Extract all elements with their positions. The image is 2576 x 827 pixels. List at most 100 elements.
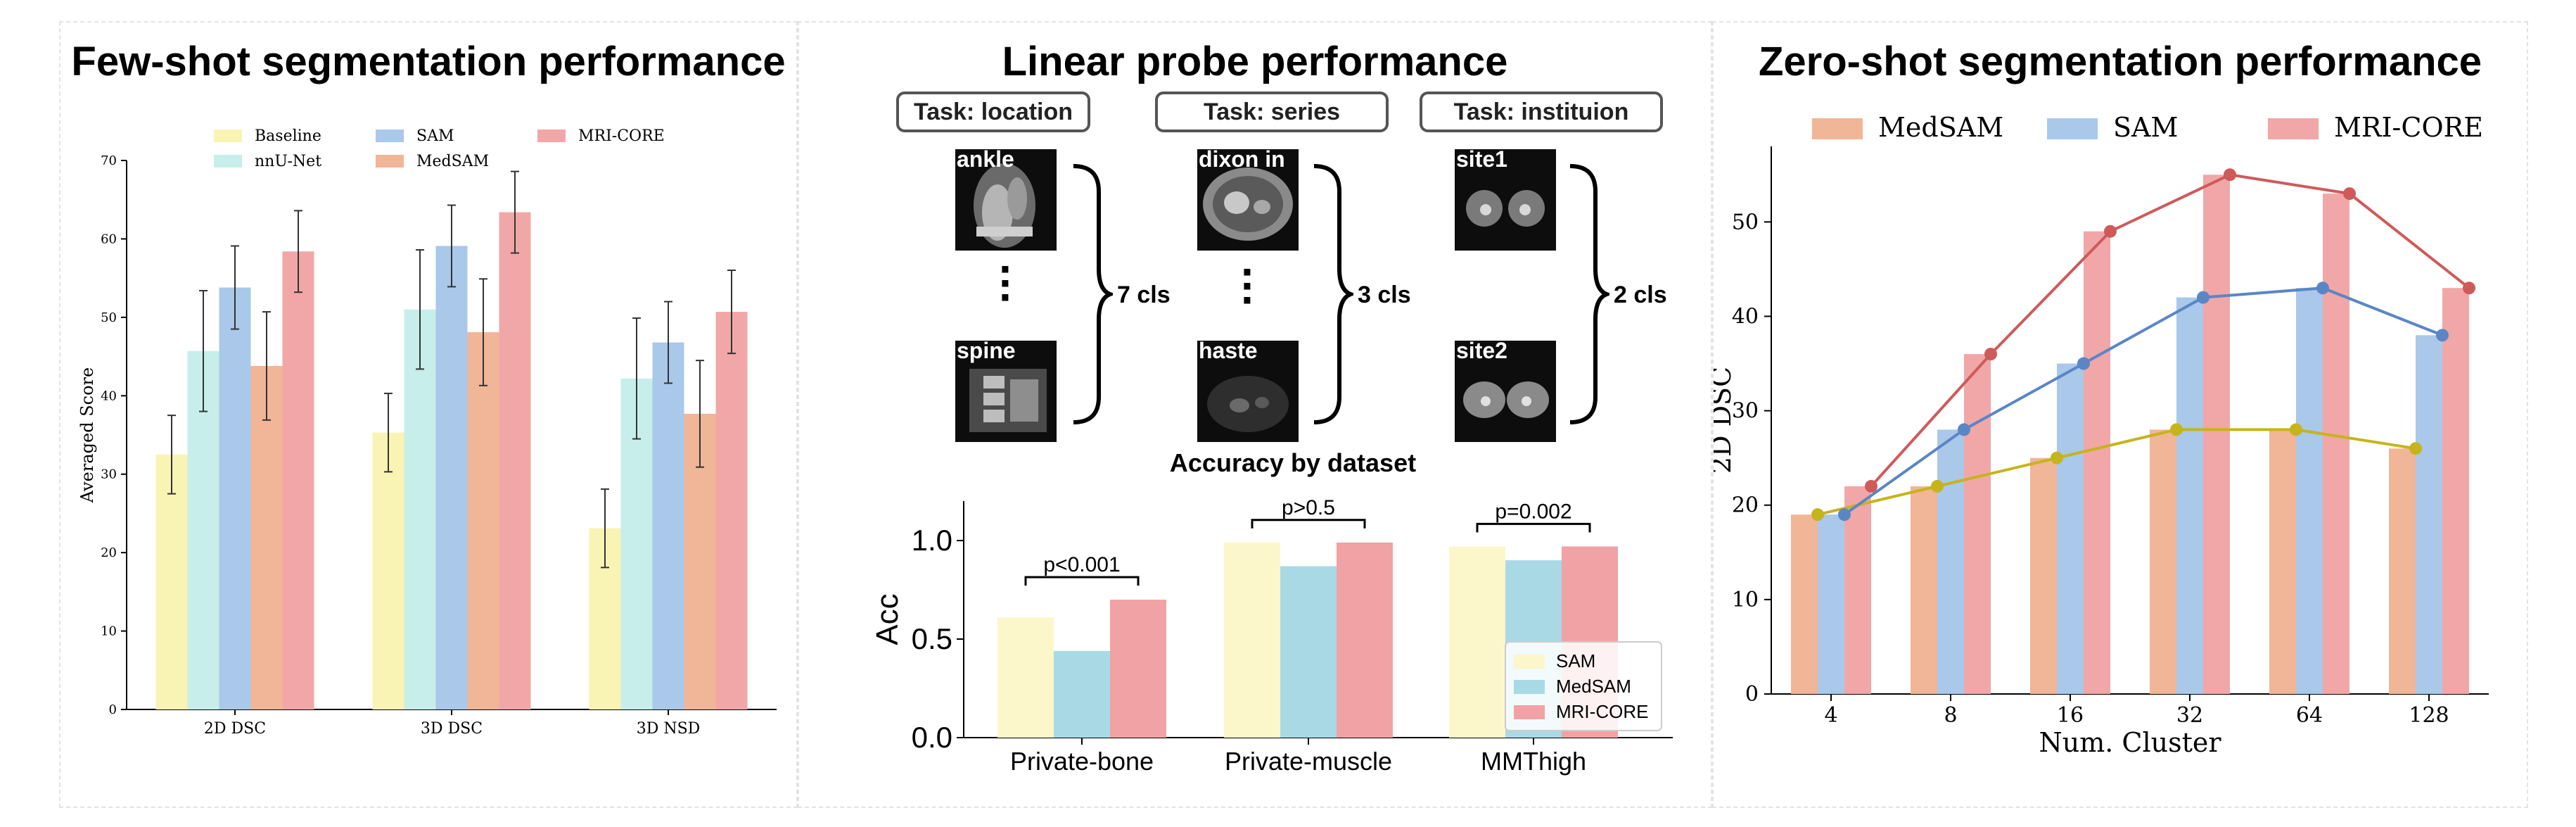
y-tick-label: 0 [1745,682,1759,707]
ankle-label: ankle [957,149,1014,172]
task-location-box: Task: location [896,91,1090,132]
significance-bracket [1024,576,1140,586]
bar-mri-core-8 [1964,354,1991,694]
spine-mri-thumbnail: spine [955,341,1057,442]
y-tick-label: 30 [101,467,117,482]
legend-label-medsam: MedSAM [1556,676,1631,697]
site2-label: site2 [1456,341,1507,363]
bar-nnu-net-3d-dsc [404,309,436,709]
institution-brace-icon [1569,164,1609,424]
y-tick-label: 1.0 [912,524,952,557]
legend-label-medsam: MedSAM [416,153,489,170]
bar-sam-64 [2296,288,2323,694]
point-mri-core-128 [2463,282,2475,295]
bar-mri-core-4 [1844,486,1871,694]
x-tick-label: 64 [2296,703,2323,728]
legend-label-mri-core: MRI-CORE [2334,112,2483,143]
location-brace-icon [1073,164,1113,424]
task-institution-box: Task: instituion [1420,91,1663,132]
ankle-mri-thumbnail: ankle [955,149,1057,251]
bar-sam-2d-dsc [219,287,251,709]
bar-medsam-8 [1911,486,1937,694]
y-tick-label: 30 [1732,399,1759,424]
bar-medsam-64 [2269,429,2296,694]
x-tick-label: 128 [2409,703,2449,728]
zero-shot-title: Zero-shot segmentation performance [1758,39,2482,84]
x-tick-label: 3D NSD [637,720,701,738]
bar-medsam-3d-dsc [467,332,499,709]
haste-mri-image [1207,376,1289,432]
x-tick-label: 3D DSC [421,720,483,738]
legend-label-baseline: Baseline [255,127,321,145]
significance-bracket [1251,519,1366,529]
line-medsam [1817,428,2416,517]
site1-mri-thumbnail: site1 [1455,149,1556,251]
dixon-label: dixon in [1199,149,1285,172]
haste-label: haste [1199,341,1258,363]
bar-sam-4 [1818,514,1844,694]
point-medsam-64 [2290,423,2302,436]
bar-mri-core-3d-nsd [715,312,748,709]
point-medsam-4 [1811,508,1824,522]
y-tick-label: 0 [109,702,117,717]
x-tick-label: 2D DSC [204,720,266,738]
task-series-label: Task: series [1203,99,1341,125]
x-tick-label: 4 [1824,703,1837,728]
y-tick-label: 10 [101,624,117,639]
point-mri-core-16 [2104,225,2117,238]
bar-sam-16 [2057,363,2084,694]
x-tick-label: 32 [2176,703,2203,728]
bar-mri-core-3d-dsc [499,212,531,709]
haste-mri-thumbnail: haste [1197,341,1299,442]
bar-medsam-private-bone [1054,650,1110,738]
line-mri-core [1870,173,2470,488]
ankle-mri-image [974,163,1035,248]
p-value-label: p<0.001 [1043,553,1120,576]
legend-swatch-mri-core [537,130,566,142]
legend-swatch-medsam [1812,118,1863,139]
bar-sam-3d-dsc [435,246,468,709]
dixon-mri-thumbnail: dixon in [1197,149,1299,251]
spine-label: spine [957,341,1016,363]
x-tick-label: 16 [2057,703,2084,728]
linear-probe-title: Linear probe performance [1002,39,1508,84]
bar-medsam-32 [2150,429,2176,694]
legend-swatch-mri-core [2268,118,2319,139]
linear-probe-chart: Accuracy by dataset 0.0 0.5 1.0 Acc Private-b… [870,448,1673,776]
series-brace-icon [1313,164,1353,424]
dixon-mri-image [1203,168,1293,241]
legend-label-sam: SAM [2113,112,2178,143]
bar-mri-core-2d-dsc [282,251,314,709]
point-sam-64 [2316,282,2329,295]
legend-label-mri-core: MRI-CORE [578,127,665,145]
site1-mri-image [1466,190,1545,227]
series-classes: 3 cls [1358,282,1411,308]
p-value-label: p=0.002 [1495,500,1571,523]
y-tick-label: 40 [1732,304,1759,329]
bar-mri-core-private-muscle [1337,542,1393,738]
y-tick-label: 40 [101,389,117,403]
bar-medsam-2d-dsc [250,365,283,709]
y-tick-label: 20 [101,545,117,560]
legend-label-sam: SAM [416,127,454,145]
legend-label-medsam: MedSAM [1878,112,2003,143]
linear-probe-panel: Linear probe performance Task: location … [798,21,1712,808]
p-value-label: p>0.5 [1282,496,1335,519]
y-tick-label: 70 [101,153,117,168]
legend-swatch-sam [376,130,404,142]
significance-bracket [1476,522,1591,533]
few-shot-title: Few-shot segmentation performance [71,39,786,84]
few-shot-panel: Few-shot segmentation performance 0 10 20 3… [59,21,798,808]
point-medsam-128 [2409,442,2422,455]
point-mri-core-64 [2343,187,2356,201]
bar-sam-mmthigh [1449,546,1505,738]
x-tick-label: Private-muscle [1225,747,1392,776]
point-sam-8 [1958,423,1970,436]
bar-mri-core-64 [2323,194,2349,694]
site1-label: site1 [1456,149,1507,172]
legend-swatch-mri-core [1514,705,1545,719]
point-sam-4 [1838,508,1851,522]
point-sam-32 [2197,291,2210,304]
bar-mri-core-128 [2442,288,2469,694]
point-mri-core-32 [2224,168,2236,182]
